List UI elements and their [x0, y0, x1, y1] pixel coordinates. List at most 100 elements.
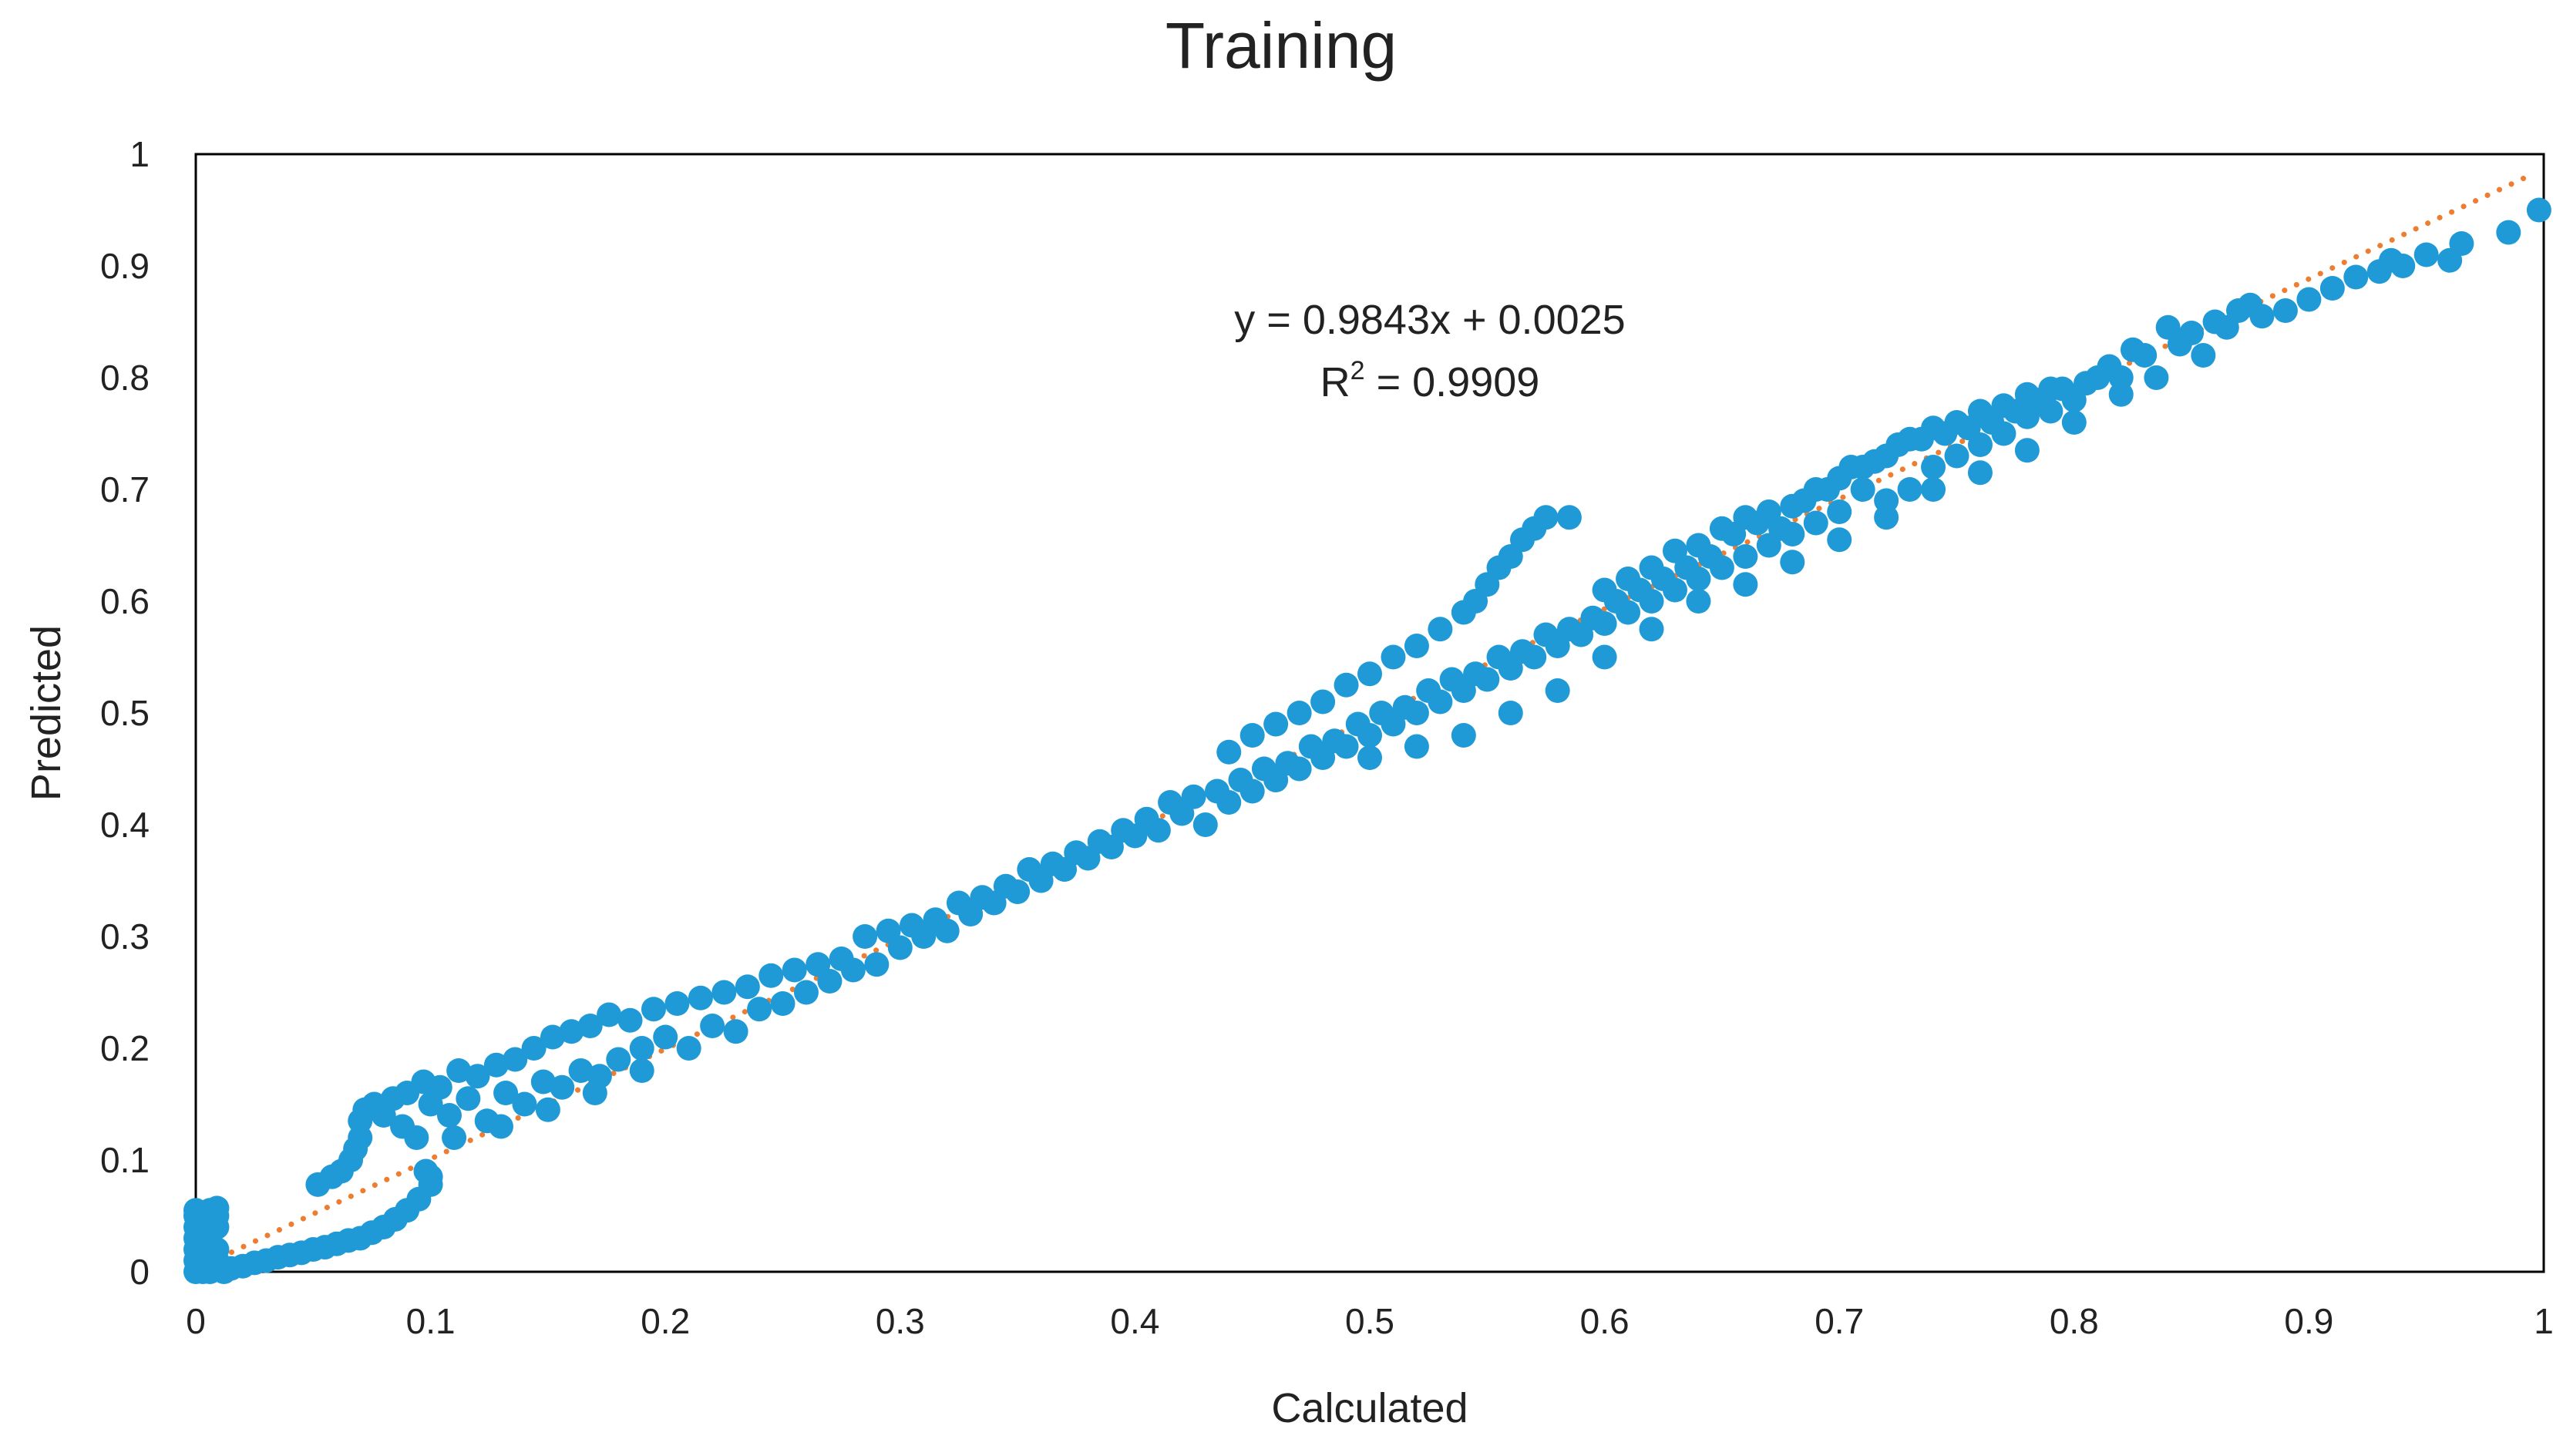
data-point: [629, 1058, 654, 1083]
data-point: [1263, 711, 1289, 737]
data-point: [758, 963, 784, 988]
data-point: [782, 957, 807, 983]
data-point: [1533, 505, 1559, 530]
x-tick-label: 0.2: [641, 1301, 690, 1341]
data-point: [503, 1047, 528, 1072]
data-point: [456, 1086, 481, 1111]
data-point: [404, 1125, 429, 1150]
data-point: [735, 974, 760, 1000]
data-point: [2191, 343, 2216, 368]
data-point: [1616, 600, 1641, 625]
data-point: [1803, 477, 1828, 502]
data-point: [653, 1024, 678, 1050]
x-tick-label: 0.8: [2050, 1301, 2099, 1341]
data-point: [1780, 550, 1805, 575]
data-point: [1803, 510, 1828, 536]
data-point: [1592, 577, 1617, 603]
data-point: [1357, 745, 1382, 770]
data-point: [1967, 398, 1993, 424]
data-point: [1827, 466, 1852, 491]
data-point: [550, 1074, 575, 1100]
y-tick-label: 0.7: [100, 469, 150, 509]
data-point: [1556, 505, 1582, 530]
data-point: [1662, 538, 1687, 563]
data-point: [1874, 443, 1899, 469]
data-point: [442, 1125, 467, 1150]
data-point: [2014, 382, 2040, 407]
data-point: [747, 997, 772, 1022]
data-point: [1780, 493, 1805, 519]
data-point: [853, 924, 878, 949]
data-point: [1686, 567, 1711, 591]
data-point: [1287, 756, 1312, 782]
data-point: [1428, 689, 1453, 715]
data-point: [204, 1195, 230, 1221]
data-point: [1897, 477, 1922, 502]
data-point: [864, 952, 890, 977]
data-point: [540, 1024, 565, 1050]
x-tick-label: 0.3: [876, 1301, 925, 1341]
data-point: [1592, 644, 1617, 670]
data-point: [934, 918, 960, 943]
data-point: [1827, 499, 1852, 524]
data-point: [629, 1036, 654, 1061]
data-point: [1239, 778, 1265, 804]
data-point: [483, 1052, 509, 1078]
y-axis-title: Predicted: [23, 625, 69, 801]
y-tick-label: 0.9: [100, 246, 150, 286]
x-tick-label: 0.1: [406, 1301, 456, 1341]
data-point: [446, 1058, 472, 1083]
y-tick-label: 0.2: [100, 1028, 150, 1068]
data-point: [2038, 398, 2064, 424]
data-point: [2319, 276, 2345, 301]
data-point: [1451, 723, 1476, 748]
data-point: [887, 935, 913, 960]
trendline-equation: y = 0.9843x + 0.0025: [1234, 297, 1625, 343]
data-point: [1545, 678, 1570, 703]
data-point: [1897, 426, 1922, 452]
data-point: [1733, 572, 1758, 597]
r-squared-label: R2 = 0.9909: [1320, 356, 1540, 405]
data-point: [1404, 634, 1429, 658]
data-point: [1639, 555, 1664, 580]
data-point: [688, 985, 713, 1010]
data-point: [1733, 505, 1758, 530]
data-point: [2038, 376, 2064, 402]
y-tick-label: 0.3: [100, 916, 150, 957]
data-point: [1709, 516, 1734, 541]
data-point: [1921, 415, 1946, 441]
data-point: [2296, 287, 2322, 312]
data-point: [840, 957, 866, 983]
data-point: [1921, 477, 1946, 502]
data-point: [1287, 701, 1312, 725]
data-point: [1334, 734, 1359, 759]
data-point: [465, 1064, 490, 1089]
data-point: [676, 1036, 701, 1061]
x-axis-title: Calculated: [1271, 1385, 1468, 1431]
data-point: [770, 991, 795, 1016]
data-point: [2526, 197, 2551, 223]
data-point: [2179, 321, 2205, 345]
data-point: [700, 1014, 725, 1038]
data-point: [2390, 254, 2416, 278]
data-point: [597, 1002, 622, 1027]
r-squared-value: = 0.9909: [1365, 359, 1540, 405]
data-point: [1662, 577, 1687, 603]
y-tick-label: 0.6: [100, 581, 150, 621]
data-point: [1181, 784, 1206, 809]
x-axis-ticks: 0 0.1 0.2 0.3 0.4 0.5 0.6 0.7 0.8 0.9 1: [186, 1301, 2554, 1341]
data-point: [1967, 432, 1993, 457]
x-tick-label: 0.5: [1345, 1301, 1394, 1341]
data-point: [1944, 443, 1969, 469]
data-point: [664, 991, 690, 1016]
y-tick-label: 0: [129, 1252, 150, 1292]
plot-frame: [194, 153, 2545, 1273]
data-point: [1592, 611, 1617, 636]
data-point: [1780, 522, 1805, 546]
data-point: [1216, 739, 1242, 765]
data-point: [606, 1047, 631, 1072]
data-point: [2496, 220, 2521, 245]
data-point: [1239, 723, 1265, 748]
